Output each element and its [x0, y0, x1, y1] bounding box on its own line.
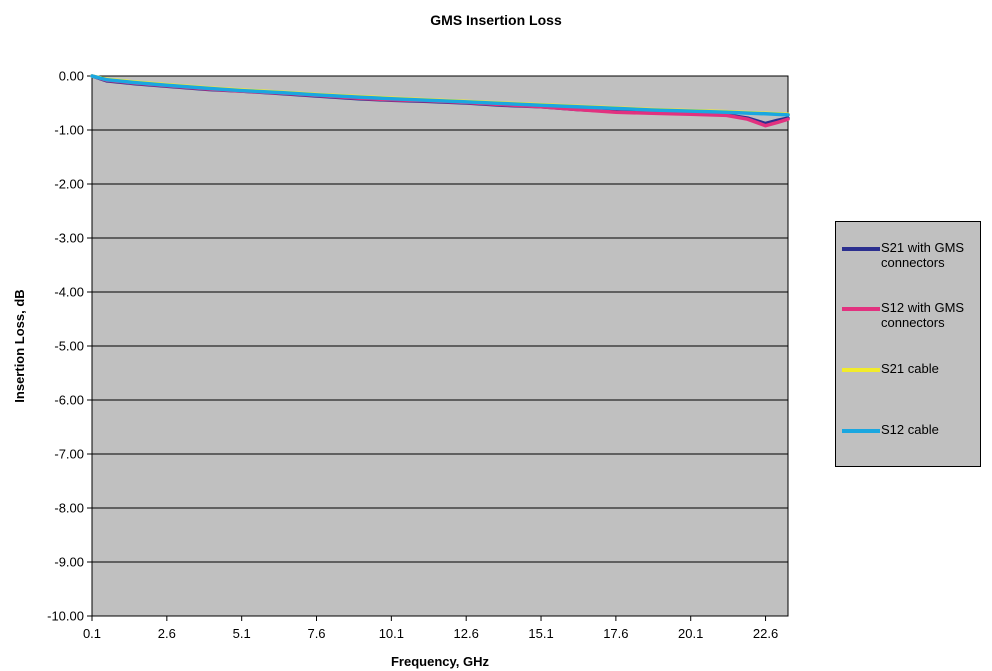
- y-tick-label: -8.00: [54, 501, 84, 516]
- x-tick-label: 15.1: [528, 626, 553, 641]
- y-tick-label: -6.00: [54, 393, 84, 408]
- legend-label: S12 with GMS connectors: [881, 300, 965, 330]
- legend-label: S12 cable: [881, 422, 939, 437]
- legend-label: S21 with GMS connectors: [881, 240, 965, 270]
- y-tick-label: -9.00: [54, 555, 84, 570]
- x-tick-label: 12.6: [454, 626, 479, 641]
- x-tick-label: 20.1: [678, 626, 703, 641]
- legend-item-s12-gms: S12 with GMS connectors: [842, 300, 977, 330]
- y-tick-label: -5.00: [54, 339, 84, 354]
- x-tick-label: 0.1: [83, 626, 101, 641]
- x-axis-label: Frequency, GHz: [391, 654, 490, 669]
- x-tick-label: 2.6: [158, 626, 176, 641]
- gridlines: [92, 129, 788, 563]
- x-axis-ticks: 0.1 2.6 5.1 7.6 10.1 12.6 15.1 17.6 20.1 22.6: [83, 616, 778, 641]
- y-axis-ticks: 0.00 -1.00 -2.00 -3.00 -4.00 -5.00 -6.00 -7.00 -…: [47, 69, 92, 624]
- series-lines: [90, 74, 790, 128]
- x-tick-label: 22.6: [753, 626, 778, 641]
- legend-swatch: [842, 307, 880, 311]
- y-tick-label: -2.00: [54, 177, 84, 192]
- legend: S21 with GMS connectors S12 with GMS con…: [835, 221, 981, 467]
- legend-item-s12-cable: S12 cable: [842, 422, 977, 437]
- x-tick-label: 17.6: [603, 626, 628, 641]
- x-tick-label: 7.6: [307, 626, 325, 641]
- y-axis-label: Insertion Loss, dB: [12, 289, 27, 402]
- legend-item-s21-cable: S21 cable: [842, 361, 977, 376]
- y-tick-label: -3.00: [54, 231, 84, 246]
- y-tick-label: -4.00: [54, 285, 84, 300]
- legend-swatch: [842, 429, 880, 433]
- legend-swatch: [842, 368, 880, 372]
- y-tick-label: -7.00: [54, 447, 84, 462]
- legend-label: S21 cable: [881, 361, 939, 376]
- series-line-3: [90, 74, 790, 117]
- y-tick-label: -10.00: [47, 609, 84, 624]
- chart-title: GMS Insertion Loss: [430, 12, 562, 28]
- x-tick-label: 10.1: [379, 626, 404, 641]
- y-tick-label: 0.00: [59, 69, 84, 84]
- legend-item-s21-gms: S21 with GMS connectors: [842, 240, 977, 270]
- y-tick-label: -1.00: [54, 123, 84, 138]
- legend-swatch: [842, 247, 880, 251]
- x-tick-label: 5.1: [233, 626, 251, 641]
